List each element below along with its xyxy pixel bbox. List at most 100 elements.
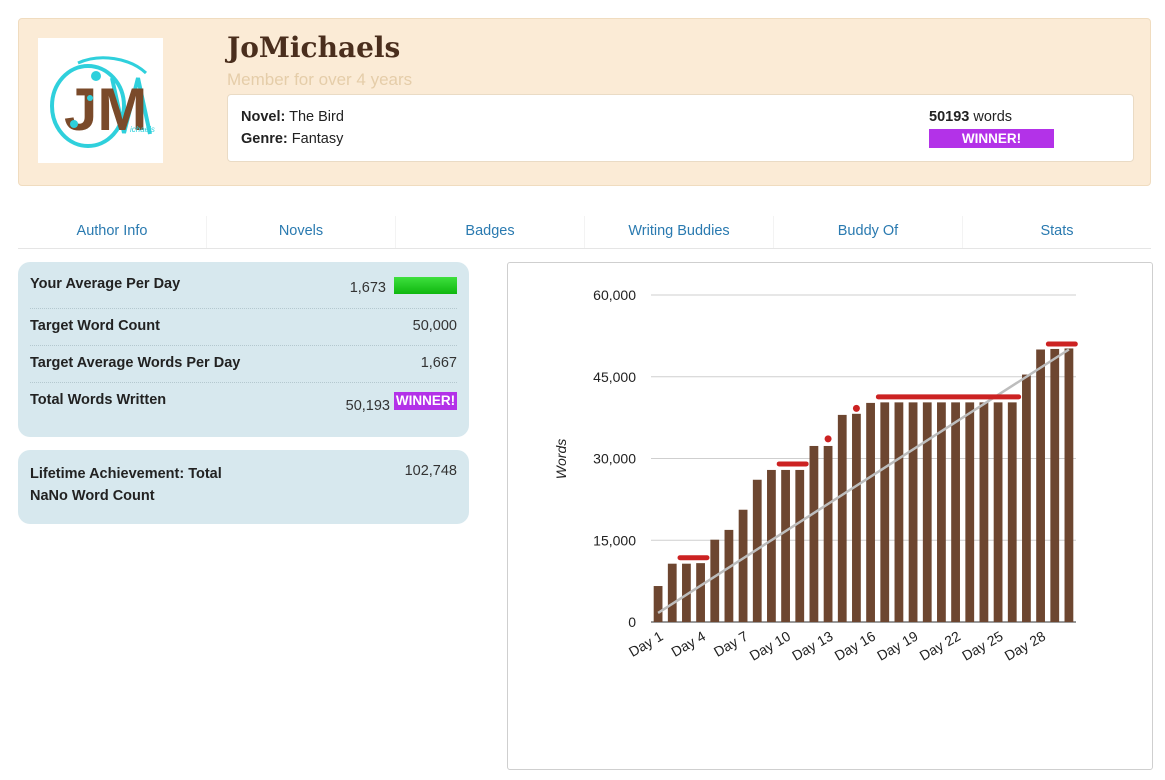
chart-bar [710, 539, 720, 622]
x-tick-label: Day 28 [1002, 628, 1049, 664]
chart-bar [1064, 348, 1074, 622]
profile-header: JM ichaels JoMichaels Member for over 4 … [18, 18, 1151, 186]
tab-stats[interactable]: Stats [1040, 223, 1074, 239]
divider [30, 308, 457, 309]
total-words-value: 50,193 [345, 398, 390, 414]
chart-bar [823, 445, 833, 622]
y-tick-label: 30,000 [593, 451, 636, 467]
chart-bar [908, 402, 918, 622]
chart-bar [1022, 374, 1031, 622]
x-tick-label: Day 1 [626, 628, 666, 660]
genre-label: Genre: [241, 131, 288, 147]
chart-bar [993, 402, 1003, 622]
target-avg-value: 1,667 [420, 355, 457, 371]
y-tick-label: 0 [628, 614, 636, 630]
lifetime-label-line2: NaNo Word Count [30, 488, 155, 504]
chart-bar [979, 402, 989, 622]
chart-bar [965, 402, 975, 622]
chart-y-ticks: 0 15,000 30,000 45,000 60,000 [593, 287, 636, 630]
x-tick-label: Day 4 [668, 628, 708, 660]
chart-bar [866, 402, 875, 622]
y-tick-label: 15,000 [593, 532, 636, 548]
y-axis-label: Words [553, 439, 569, 479]
chart-bar [937, 402, 946, 622]
goal-marker [852, 404, 860, 412]
chart-bar [837, 414, 847, 622]
member-since: Member for over 4 years [227, 70, 413, 89]
lifetime-label: Lifetime Achievement: Total NaNo Word Co… [30, 463, 222, 507]
novel-info-card: Novel: The Bird Genre: Fantasy 50193 wor… [227, 94, 1134, 162]
chart-bar [682, 563, 691, 622]
tab-buddy-of[interactable]: Buddy Of [774, 216, 963, 248]
winner-badge: WINNER! [929, 129, 1054, 148]
chart-bar [724, 529, 734, 622]
chart-bar [852, 413, 861, 622]
chart-bar [738, 509, 748, 622]
word-count-chart: 0 15,000 30,000 45,000 60,000 Day 1 Day 4 Day … [507, 262, 1153, 770]
chart-grid [651, 294, 1076, 623]
chart-bar [1050, 348, 1060, 622]
winner-badge-small: WINNER! [394, 392, 457, 410]
y-tick-label: 60,000 [593, 287, 636, 303]
target-avg-label: Target Average Words Per Day [30, 355, 241, 371]
total-words-label: Total Words Written [30, 392, 167, 408]
x-tick-label: Day 19 [874, 628, 921, 664]
divider [30, 345, 457, 346]
chart-bar [752, 479, 762, 622]
novel-line: Novel: The Bird [241, 109, 344, 125]
chart-target-line [657, 348, 1070, 614]
chart-bar [667, 563, 677, 622]
tab-author-info[interactable]: Author Info [18, 216, 207, 248]
word-count: 50193 words [929, 109, 1012, 125]
target-word-count-label: Target Word Count [30, 318, 160, 334]
chart-bar [951, 402, 960, 622]
avatar-script: ichaels [130, 125, 155, 134]
lifetime-value: 102,748 [404, 463, 457, 479]
profile-tabs: Author Info Novels Badges Writing Buddie… [18, 216, 1151, 249]
x-tick-label: Day 10 [747, 628, 794, 664]
y-tick-label: 45,000 [593, 369, 636, 385]
chart-bar [781, 469, 790, 622]
avg-per-day-value: 1,673 [349, 280, 386, 296]
chart-bar [767, 469, 776, 622]
divider [30, 382, 457, 383]
x-tick-label: Day 7 [711, 628, 751, 660]
word-count-value: 50193 [929, 109, 970, 125]
chart-bar [795, 469, 805, 622]
lifetime-label-line1: Lifetime Achievement: Total [30, 466, 222, 482]
chart-bars [653, 348, 1074, 622]
tab-novels[interactable]: Novels [207, 216, 396, 248]
avg-per-day-label: Your Average Per Day [30, 276, 181, 292]
genre-value: Fantasy [291, 131, 344, 147]
avatar[interactable]: JM ichaels [38, 38, 163, 163]
genre-line: Genre: Fantasy [241, 131, 343, 147]
chart-bar [696, 563, 705, 622]
username[interactable]: JoMichaels [227, 31, 401, 64]
tab-badges[interactable]: Badges [396, 216, 585, 248]
chart-bar [880, 402, 890, 622]
chart-goal-markers [677, 341, 1078, 561]
target-pace-line [657, 348, 1070, 614]
novel-title[interactable]: The Bird [289, 109, 344, 125]
tab-writing-buddies[interactable]: Writing Buddies [585, 216, 774, 248]
chart-bar [1007, 402, 1017, 622]
stats-panel: Your Average Per Day 1,673 Target Word C… [18, 262, 469, 437]
word-count-suffix: words [973, 109, 1013, 125]
x-tick-label: Day 13 [789, 628, 836, 664]
chart-bar [809, 445, 819, 622]
x-tick-label: Day 22 [917, 628, 964, 664]
avg-progress-bar [394, 277, 457, 294]
novel-label: Novel: [241, 109, 286, 125]
x-tick-label: Day 25 [959, 628, 1006, 664]
chart-bar [922, 402, 932, 622]
goal-marker [824, 435, 832, 443]
avatar-logo: JM ichaels [50, 56, 155, 148]
avatar-monogram: JM [64, 76, 147, 143]
x-tick-label: Day 16 [832, 628, 879, 664]
target-word-count-value: 50,000 [412, 318, 457, 334]
chart-bar [653, 586, 663, 622]
chart-bar [894, 402, 904, 622]
chart-bar [1036, 349, 1045, 622]
